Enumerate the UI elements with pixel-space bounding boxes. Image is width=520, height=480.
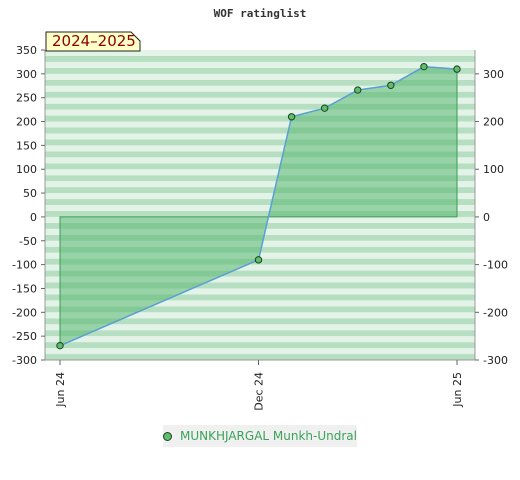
x-tick-label: Jun 25 bbox=[451, 372, 464, 408]
y-tick-label-right: 300 bbox=[483, 68, 504, 81]
grid-band bbox=[45, 276, 475, 283]
data-point bbox=[420, 62, 428, 71]
grid-band bbox=[45, 270, 475, 277]
y-tick-label-right: -200 bbox=[483, 306, 508, 319]
grid-band bbox=[45, 145, 475, 152]
chart-title: WOF ratinglist bbox=[214, 7, 307, 20]
y-tick-label-left: -250 bbox=[12, 330, 37, 343]
legend-marker-icon bbox=[163, 431, 173, 441]
grid-band bbox=[45, 85, 475, 92]
grid-band bbox=[45, 336, 475, 343]
y-tick-label-left: 250 bbox=[16, 92, 37, 105]
grid-band bbox=[45, 91, 475, 98]
legend-label: MUNKHJARGAL Munkh-Undral bbox=[180, 429, 357, 443]
grid-band bbox=[45, 169, 475, 176]
y-tick-label-left: -100 bbox=[12, 259, 37, 272]
grid-band bbox=[45, 127, 475, 134]
grid-band bbox=[45, 264, 475, 271]
y-tick-label-right: 200 bbox=[483, 116, 504, 129]
grid-band bbox=[45, 205, 475, 211]
y-tick-label-left: -150 bbox=[12, 282, 37, 295]
plot-series bbox=[56, 62, 461, 350]
grid-band bbox=[45, 324, 475, 331]
y-tick-label-left: 300 bbox=[16, 68, 37, 81]
data-point bbox=[56, 341, 64, 350]
series-line bbox=[59, 65, 458, 347]
y-tick-label-right: 100 bbox=[483, 163, 504, 176]
y-tick-label-left: -300 bbox=[12, 354, 37, 367]
grid-band bbox=[45, 79, 475, 86]
grid-band bbox=[45, 50, 475, 56]
grid-band bbox=[45, 67, 475, 74]
season-label: 2024–2025 bbox=[52, 32, 136, 50]
grid-band bbox=[45, 61, 475, 68]
grid-band bbox=[45, 330, 475, 337]
grid-band bbox=[45, 97, 475, 104]
y-tick-label-left: 50 bbox=[23, 187, 37, 200]
season-badge-shape bbox=[45, 31, 141, 52]
y-tick-label-left: -50 bbox=[19, 235, 37, 248]
y-tick-label-right: -100 bbox=[483, 259, 508, 272]
grid-band bbox=[45, 300, 475, 307]
grid-band bbox=[45, 55, 475, 62]
grid-band bbox=[45, 318, 475, 325]
y-tick-label-left: 150 bbox=[16, 139, 37, 152]
grid-band bbox=[45, 354, 475, 360]
grid-band bbox=[45, 282, 475, 289]
y-tick-label-left: 100 bbox=[16, 163, 37, 176]
data-point bbox=[354, 86, 362, 94]
grid-band bbox=[45, 181, 475, 188]
grid-band bbox=[45, 306, 475, 313]
data-point bbox=[320, 104, 329, 112]
grid-band bbox=[45, 199, 475, 205]
grid-band bbox=[45, 121, 475, 128]
grid-band bbox=[45, 288, 475, 295]
season-badge: 2024–2025 bbox=[45, 31, 141, 52]
grid-band bbox=[45, 139, 475, 146]
grid-band bbox=[45, 103, 475, 110]
grid-band bbox=[45, 210, 475, 217]
y-tick-label-left: 200 bbox=[16, 116, 37, 129]
grid-band bbox=[45, 342, 475, 349]
grid-band bbox=[45, 175, 475, 182]
y-tick-label-left: 350 bbox=[16, 44, 37, 57]
grid-band bbox=[45, 133, 475, 140]
y-tick-label-right: -300 bbox=[483, 354, 508, 367]
grid-band bbox=[45, 73, 475, 80]
data-point bbox=[287, 113, 296, 121]
grid-band bbox=[45, 151, 475, 158]
y-tick-label-right: 0 bbox=[483, 211, 490, 224]
grid-band bbox=[45, 348, 475, 355]
grid-band bbox=[45, 312, 475, 319]
y-tick-label-left: -200 bbox=[12, 306, 37, 319]
axes: 350 300 250 200 150 100 50 0 -50 -100 -150 -200 -250… bbox=[12, 44, 508, 411]
legend: MUNKHJARGAL Munkh-Undral bbox=[163, 425, 357, 447]
x-tick-label: Jun 24 bbox=[54, 372, 67, 408]
data-point bbox=[453, 65, 461, 73]
grid-band bbox=[45, 109, 475, 116]
data-point bbox=[254, 256, 263, 264]
y-tick-label-left: 0 bbox=[30, 211, 37, 224]
grid-band bbox=[45, 187, 475, 194]
x-tick-label: Dec 24 bbox=[253, 372, 266, 411]
data-point bbox=[387, 81, 395, 89]
grid-band bbox=[45, 163, 475, 170]
grid-band bbox=[45, 193, 475, 200]
grid-band bbox=[45, 115, 475, 122]
grid-band bbox=[45, 294, 475, 301]
grid-band bbox=[45, 157, 475, 164]
